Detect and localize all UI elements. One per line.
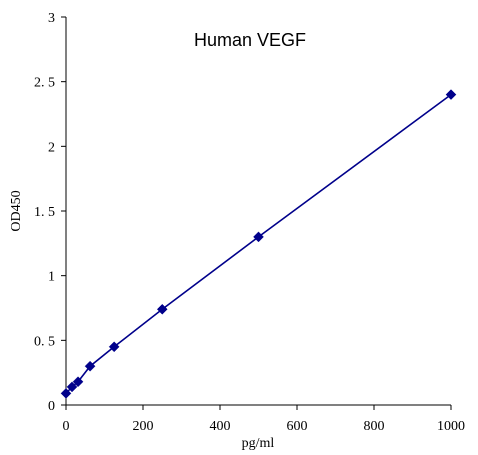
- x-tick-label: 0: [63, 419, 70, 434]
- x-tick-label: 1000: [437, 419, 465, 434]
- y-tick-label: 2. 5: [34, 76, 55, 91]
- x-tick-label: 400: [210, 419, 231, 434]
- y-tick-label: 2: [48, 140, 55, 155]
- data-point-marker: [445, 89, 457, 100]
- data-point-marker: [72, 376, 84, 388]
- x-axis-ticks: 0 200 400 600 800 1000: [63, 405, 465, 434]
- data-point-marker: [156, 303, 168, 315]
- y-tick-label: 0: [48, 399, 55, 414]
- y-tick-label: 1. 5: [34, 205, 55, 220]
- y-axis-ticks: 0 0. 5 1 1. 5 2 2. 5 3: [34, 11, 66, 414]
- x-tick-label: 800: [364, 419, 385, 434]
- data-point-marker: [253, 231, 264, 243]
- y-tick-label: 3: [48, 11, 55, 26]
- data-point-marker: [108, 341, 120, 353]
- x-tick-label: 200: [133, 419, 154, 434]
- y-axis-label: OD450: [9, 190, 24, 231]
- series-line: [65, 93, 452, 394]
- x-tick-label: 600: [287, 419, 308, 434]
- y-tick-label: 1: [48, 270, 55, 285]
- data-point-marker: [84, 360, 96, 372]
- series-group: [60, 89, 457, 399]
- y-tick-label: 0. 5: [34, 334, 55, 349]
- data-point-marker: [66, 381, 78, 393]
- data-point-marker: [60, 388, 72, 399]
- x-axis-label: pg/ml: [242, 436, 275, 451]
- chart-title: Human VEGF: [194, 30, 306, 50]
